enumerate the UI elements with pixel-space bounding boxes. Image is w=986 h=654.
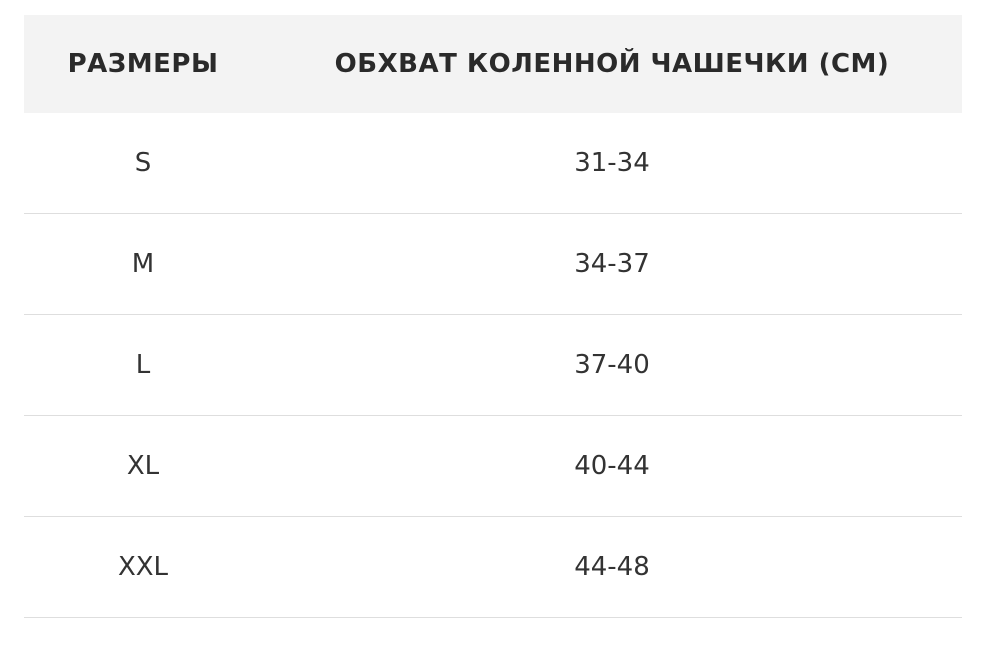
table-cell: 34-37 bbox=[574, 249, 650, 279]
size-table: РАЗМЕРЫ ОБХВАТ КОЛЕННОЙ ЧАШЕЧКИ (СМ) S 31-3… bbox=[24, 15, 962, 618]
table-cell: 31-34 bbox=[574, 148, 650, 178]
table-row: S 31-34 bbox=[24, 113, 962, 214]
table-cell: XL bbox=[126, 451, 160, 481]
table-row: XXL 44-48 bbox=[24, 517, 962, 618]
table-row: XL 40-44 bbox=[24, 416, 962, 517]
header-row: РАЗМЕРЫ ОБХВАТ КОЛЕННОЙ ЧАШЕЧКИ (СМ) bbox=[24, 15, 962, 113]
header-cell: ОБХВАТ КОЛЕННОЙ ЧАШЕЧКИ (СМ) bbox=[334, 49, 890, 79]
table-cell: S bbox=[134, 148, 152, 178]
table-cell: 44-48 bbox=[574, 552, 650, 582]
table-cell: L bbox=[135, 350, 151, 380]
header-cell: РАЗМЕРЫ bbox=[67, 49, 219, 79]
table-row: L 37-40 bbox=[24, 315, 962, 416]
table-cell: 37-40 bbox=[574, 350, 650, 380]
table-cell: M bbox=[131, 249, 155, 279]
table-row: M 34-37 bbox=[24, 214, 962, 315]
table-cell: XXL bbox=[117, 552, 169, 582]
table-cell: 40-44 bbox=[574, 451, 650, 481]
